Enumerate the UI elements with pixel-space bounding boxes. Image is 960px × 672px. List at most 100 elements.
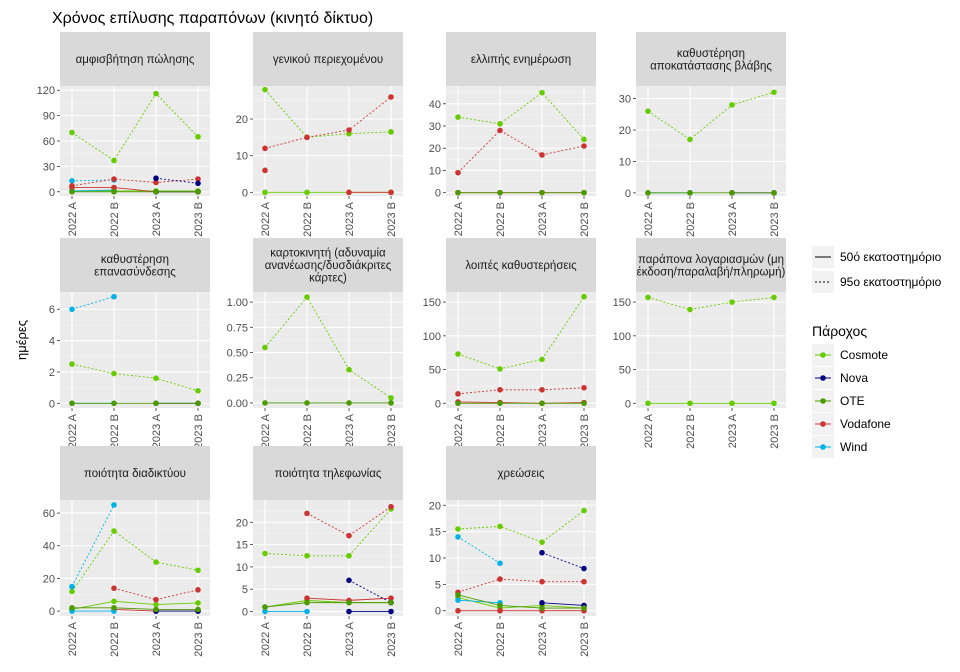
data-point xyxy=(388,400,394,406)
data-point xyxy=(497,576,503,582)
series-line xyxy=(71,530,199,592)
y-tick-label: 20 xyxy=(619,125,631,137)
chart-title: Χρόνος επίλυσης παραπόνων (κινητό δίκτυο… xyxy=(52,10,373,27)
data-point xyxy=(153,606,159,613)
data-point xyxy=(262,344,268,351)
x-tick-label: 2023 A xyxy=(537,201,549,236)
facet-panel: ποιότητα τηλεφωνίας 0 5 10 15 20 2022 A 2022 B 2… xyxy=(236,446,403,657)
data-point xyxy=(304,595,310,601)
y-tick-label: 15 xyxy=(236,540,248,552)
data-point xyxy=(69,306,75,313)
y-tick-label: 0 xyxy=(49,398,55,410)
legend-label: Cosmote xyxy=(840,348,888,362)
data-point xyxy=(304,599,310,606)
data-point xyxy=(346,189,352,196)
data-point xyxy=(69,605,75,611)
series-wind-p95 xyxy=(69,502,117,590)
data-point xyxy=(539,605,545,611)
series-ote-p50 xyxy=(262,599,394,610)
data-point xyxy=(69,129,75,136)
series-ote-p50 xyxy=(69,188,201,195)
x-tick-label: 2023 B xyxy=(769,414,781,449)
data-point xyxy=(195,400,201,407)
data-point xyxy=(539,356,545,363)
series-vodafone-p95 xyxy=(304,503,394,539)
data-point xyxy=(497,120,503,127)
data-point xyxy=(262,608,268,615)
facet-strip-title: αμφισβήτηση πώλησης xyxy=(76,54,195,66)
plot-background xyxy=(253,500,403,616)
series-line xyxy=(457,129,585,173)
facet-panel: αμφισβήτηση πώλησης 0 30 60 90 120 2022 A 2022 … xyxy=(37,32,210,237)
data-point xyxy=(388,599,394,606)
series-line xyxy=(72,607,198,610)
data-point xyxy=(304,608,310,615)
y-tick-label: 0 xyxy=(435,188,441,200)
legend-item-cosmote: Cosmote xyxy=(812,344,888,366)
y-tick-label: 20 xyxy=(429,500,441,512)
data-point xyxy=(455,597,461,603)
data-point xyxy=(771,89,777,96)
data-point xyxy=(539,549,545,556)
series-ote-p50 xyxy=(69,400,201,407)
data-point xyxy=(539,89,545,96)
series-line xyxy=(457,92,585,140)
x-tick-label: 2022 B xyxy=(302,414,314,449)
data-point xyxy=(346,366,352,373)
y-tick-label: 50 xyxy=(619,365,631,377)
data-point xyxy=(497,386,503,393)
series-line xyxy=(264,96,392,149)
data-point xyxy=(111,370,117,377)
data-point xyxy=(771,190,777,196)
series-line xyxy=(264,296,392,399)
y-tick-label: 20 xyxy=(236,517,248,529)
data-point xyxy=(539,152,545,158)
data-point xyxy=(195,600,201,606)
data-point xyxy=(455,189,461,196)
legend-label: OTE xyxy=(840,394,865,408)
series-vodafone-p95 xyxy=(262,94,394,152)
legend-point-swatch xyxy=(820,398,826,404)
legend-item-nova: Nova xyxy=(812,367,868,389)
data-point xyxy=(581,565,587,572)
data-point xyxy=(69,588,75,595)
x-tick-label: 2022 B xyxy=(495,202,507,237)
data-point xyxy=(195,567,201,574)
x-tick-label: 2023 A xyxy=(537,621,549,656)
data-point xyxy=(581,293,587,300)
facet-strip-title: λοιπές καθυστερήσεις xyxy=(465,260,577,272)
legend-point-swatch xyxy=(820,352,826,358)
series-vodafone-p95 xyxy=(455,384,587,397)
y-tick-label: 30 xyxy=(619,94,631,106)
plot-background xyxy=(253,86,403,196)
series-nova-p95 xyxy=(539,549,587,572)
series-vodafone-p95 xyxy=(111,585,201,603)
legend-label: Nova xyxy=(840,371,868,385)
y-tick-label: 0 xyxy=(625,188,631,200)
x-tick-label: 2022 A xyxy=(453,201,465,236)
data-point xyxy=(581,384,587,391)
data-point xyxy=(111,400,117,407)
x-tick-label: 2022 B xyxy=(685,414,697,449)
legend-label: Vodafone xyxy=(840,417,891,431)
x-tick-label: 2022 A xyxy=(260,201,272,236)
data-point xyxy=(346,400,352,406)
data-point xyxy=(111,585,117,592)
data-point xyxy=(195,176,201,182)
y-tick-label: 0.75 xyxy=(227,322,248,334)
legend-point-swatch xyxy=(820,444,826,450)
facet-strip xyxy=(253,446,403,500)
x-tick-label: 2022 A xyxy=(67,621,79,656)
facet-strip xyxy=(446,446,596,500)
x-tick-label: 2023 A xyxy=(151,201,163,236)
y-tick-label: 5 xyxy=(242,584,248,596)
data-point xyxy=(111,293,117,300)
series-cosmote-p95 xyxy=(262,506,394,559)
y-tick-label: 0.00 xyxy=(227,398,248,410)
data-point xyxy=(111,605,117,611)
x-tick-label: 2022 B xyxy=(685,202,697,237)
legend-item-wind: Wind xyxy=(812,436,867,458)
data-point xyxy=(581,507,587,514)
x-tick-label: 2023 A xyxy=(151,413,163,448)
